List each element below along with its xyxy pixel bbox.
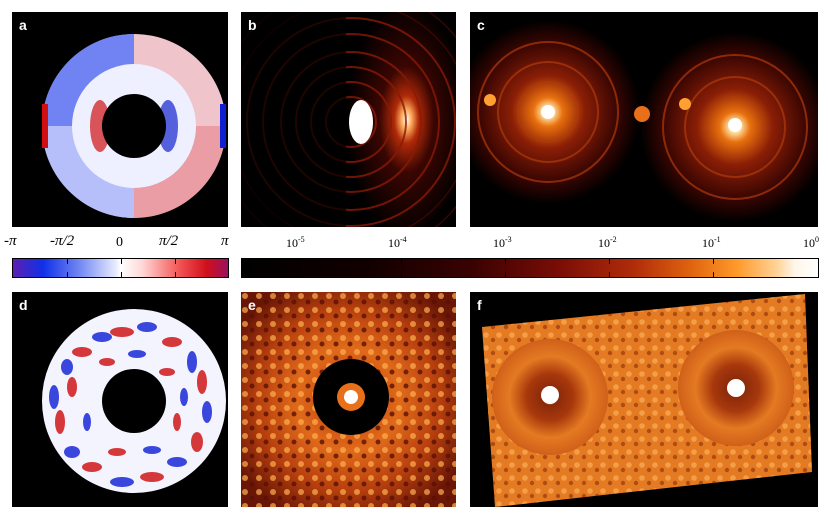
intensity-f-image — [482, 294, 812, 507]
phase-annulus-a-image — [42, 34, 226, 218]
intensity-e-image — [241, 292, 456, 507]
panel-f-intensity-pair: f — [470, 292, 818, 507]
panel-e-intensity: e — [241, 292, 456, 507]
intensity-tick-label-1e-1: 10-1 — [702, 235, 721, 250]
phase-tick-label-half-pi: π/2 — [159, 233, 179, 249]
panel-c-intensity-pair: c — [470, 12, 818, 227]
intensity-tick-label-1e-5: 10-5 — [286, 235, 305, 250]
panel-d-phase-annulus: d — [12, 292, 228, 507]
panel-a-label: a — [19, 17, 27, 33]
intensity-colorbar — [241, 258, 819, 278]
panel-b-intensity: b — [241, 12, 456, 227]
intensity-tick-label-1e-3: 10-3 — [493, 235, 512, 250]
intensity-tick-label-1e-4: 10-4 — [388, 235, 407, 250]
panel-d-label: d — [19, 297, 28, 313]
panel-c-label: c — [477, 17, 485, 33]
panel-f-label: f — [477, 297, 482, 313]
phase-tick-label-neg-half-pi: -π/2 — [50, 233, 75, 249]
phase-tick-label-pi: π — [221, 233, 229, 249]
intensity-b-image — [241, 12, 456, 227]
phase-tick-label-neg-pi: -π — [4, 233, 17, 249]
panel-b-label: b — [248, 17, 257, 33]
intensity-tick-label-1e-2: 10-2 — [598, 235, 617, 250]
panel-a-phase-annulus: a — [12, 12, 228, 227]
intensity-tick-label-1e0: 100 — [803, 235, 819, 250]
phase-annulus-d-image — [42, 309, 226, 493]
phase-colorbar — [12, 258, 229, 278]
phase-tick-label-zero: 0 — [116, 235, 123, 250]
intensity-c-image — [470, 20, 818, 222]
panel-e-label: e — [248, 297, 256, 313]
